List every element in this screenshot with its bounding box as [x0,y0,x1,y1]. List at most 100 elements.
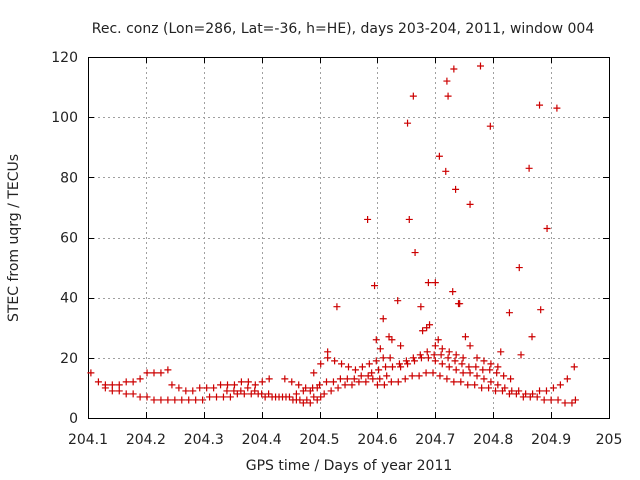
data-point [265,375,273,383]
data-point [436,372,444,380]
data-point [388,336,396,344]
data-point [292,396,300,404]
data-point [394,297,402,305]
data-point [303,396,311,404]
data-point [237,387,245,395]
data-point [408,372,416,380]
data-point [522,390,530,398]
data-point [237,378,245,386]
data-point [423,348,431,356]
data-point [422,369,430,377]
data-point [394,378,402,386]
data-point [443,77,451,85]
data-point [536,387,544,395]
data-point [164,396,172,404]
data-point [424,279,432,287]
data-point [143,393,151,401]
data-point [383,372,391,380]
data-points [87,62,579,407]
data-point [442,167,450,175]
data-point [444,92,452,100]
data-point [466,369,474,377]
x-tick-label: 205 [596,432,623,448]
data-point [369,375,377,383]
data-point [233,390,241,398]
data-point [365,360,373,368]
data-point [136,375,144,383]
y-tick-label: 120 [51,50,78,66]
data-point [473,354,481,362]
data-point [409,92,417,100]
data-point [480,375,488,383]
data-point [438,360,446,368]
data-point [529,390,537,398]
data-point [525,164,533,172]
data-point [486,366,494,374]
data-point [554,396,562,404]
data-point [450,65,458,73]
data-point [452,366,460,374]
x-axis-label: GPS time / Days of year 2011 [246,458,453,474]
data-point [279,393,287,401]
data-point [570,363,578,371]
data-point [310,369,318,377]
data-point [192,396,200,404]
data-point [324,354,332,362]
x-tick-label: 204.6 [357,432,397,448]
data-point [364,372,372,380]
data-point [459,354,467,362]
data-point [492,387,500,395]
data-point [543,224,551,232]
data-point [461,333,469,341]
data-point [115,387,123,395]
data-point [472,363,480,371]
data-point [376,345,384,353]
data-point [456,300,464,308]
data-point [376,375,384,383]
data-point [466,342,474,350]
data-point [261,393,269,401]
data-point [258,378,266,386]
data-point [494,363,502,371]
data-point [244,384,252,392]
data-point [316,381,324,389]
data-point [571,396,579,404]
data-point [175,384,183,392]
data-point [230,381,238,389]
data-point [494,381,502,389]
data-point [150,396,158,404]
data-point [203,384,211,392]
data-point [500,372,508,380]
y-tick-label: 60 [60,231,78,247]
data-point [364,215,372,223]
data-point [345,363,352,371]
data-point [372,357,380,365]
data-point [404,119,412,127]
data-point [206,393,214,401]
data-point [445,363,453,371]
data-point [457,378,465,386]
data-point [485,384,493,392]
data-point [310,393,318,401]
y-tick-labels: 0 20 40 60 80 100 120 [51,50,78,427]
data-point [295,381,303,389]
data-point [164,366,172,374]
data-point [424,354,432,362]
y-tick-label: 40 [60,291,78,307]
data-point [537,306,545,314]
data-point [336,375,344,383]
data-point [210,384,218,392]
data-point [338,360,346,368]
data-point [355,378,363,386]
data-point [285,393,293,401]
data-point [437,351,445,359]
data-point [508,387,516,395]
data-point [302,384,310,392]
y-axis-label: STEC from uqrg / TECUs [6,154,22,322]
data-point [136,393,144,401]
data-point [402,357,410,365]
data-point [419,327,427,335]
data-point [549,384,557,392]
data-point [317,360,325,368]
